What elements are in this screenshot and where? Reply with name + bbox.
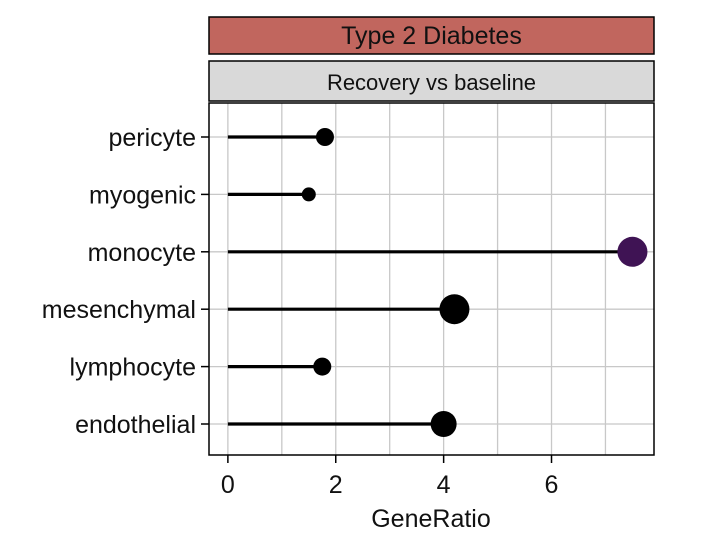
x-axis-title: GeneRatio (371, 505, 491, 533)
lollipop-point-endothelial (430, 411, 457, 437)
x-tick-label: 6 (545, 471, 559, 499)
y-tick-label: monocyte (88, 239, 196, 267)
y-tick-label: endothelial (75, 411, 196, 439)
x-tick-label: 2 (329, 471, 343, 499)
facet-strip-outer (208, 16, 655, 55)
lollipop-point-lymphocyte (313, 357, 332, 376)
y-tick-label: myogenic (89, 181, 196, 209)
x-axis: 0 2 4 6 (221, 455, 559, 499)
x-tick-label: 4 (437, 471, 451, 499)
lollipop-point-myogenic (301, 187, 316, 202)
y-axis: pericyte myogenic monocyte mesenchymal lymph… (42, 124, 209, 439)
lollipop-point-pericyte (315, 128, 334, 146)
facet-strip-inner-label: Recovery vs baseline (327, 70, 536, 95)
lollipop-point-monocyte (617, 236, 648, 267)
y-tick-label: lymphocyte (70, 354, 196, 382)
x-tick-label: 0 (221, 471, 235, 499)
y-tick-label: mesenchymal (42, 296, 196, 324)
lollipop-point-mesenchymal (439, 294, 470, 325)
y-tick-label: pericyte (108, 124, 196, 152)
panel-border (208, 102, 655, 456)
facet-strip-outer-label: Type 2 Diabetes (341, 22, 522, 50)
facet-strip-inner (208, 60, 655, 102)
grid-lines (209, 103, 654, 455)
lollipop-marks (227, 128, 648, 437)
